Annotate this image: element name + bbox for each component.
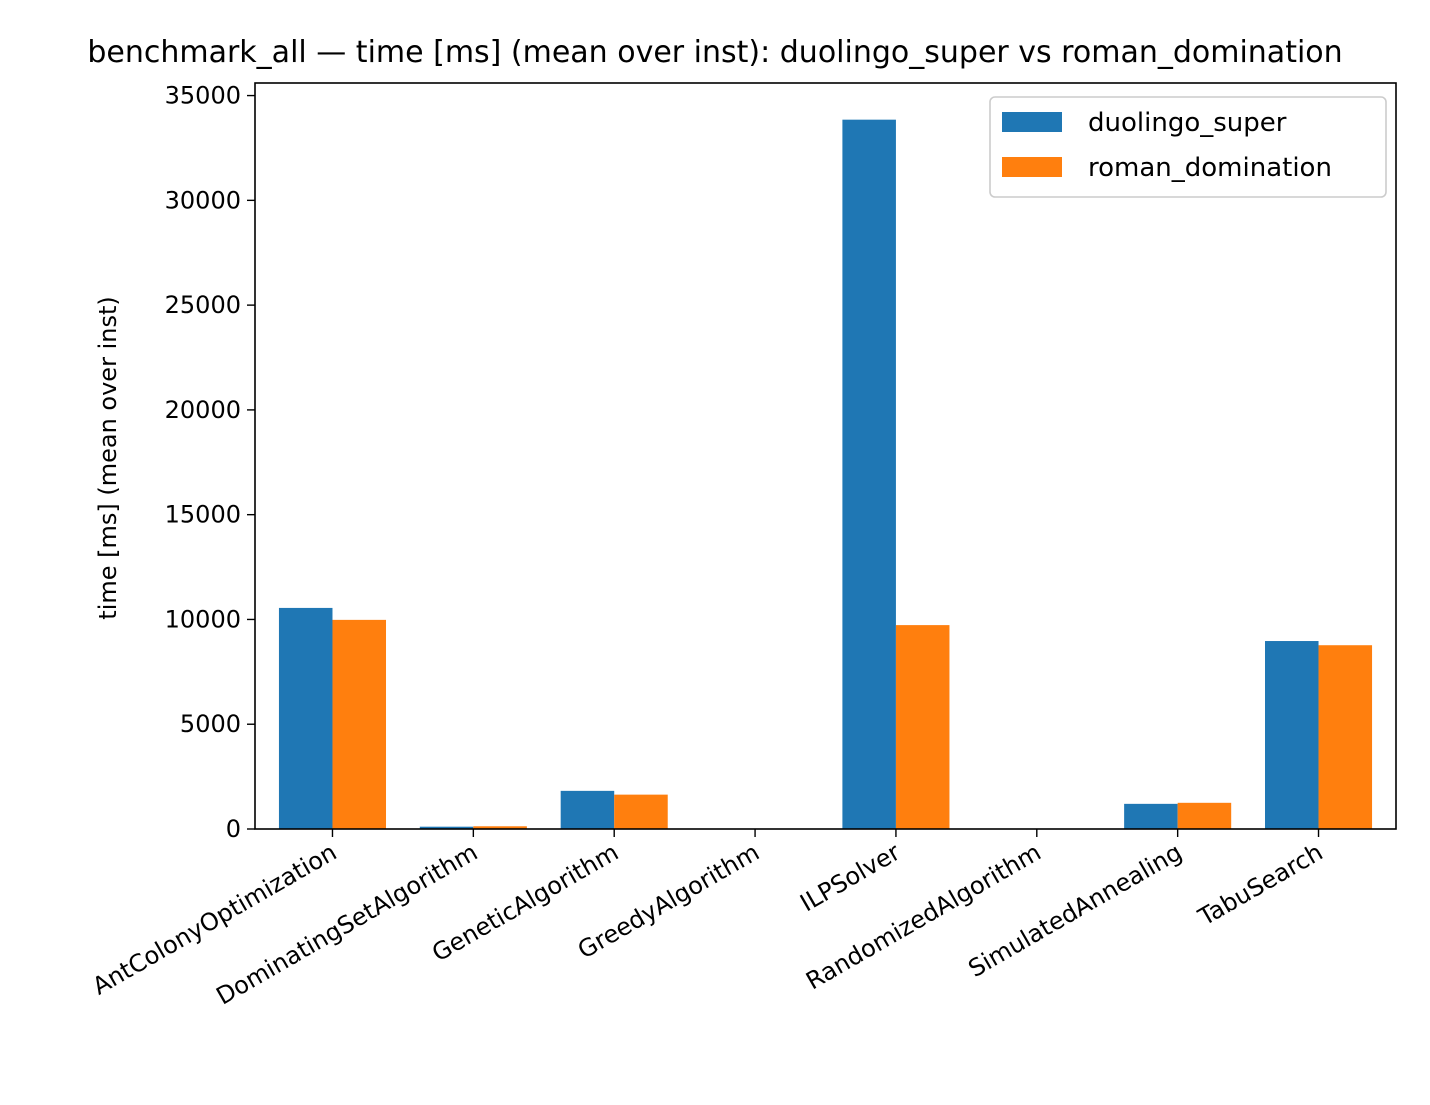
bar-roman_domination-ILPSolver [896,625,950,829]
bar-duolingo_super-GeneticAlgorithm [561,791,615,829]
legend-label-duolingo_super: duolingo_super [1088,108,1287,138]
y-axis-label: time [ms] (mean over inst) [94,296,122,619]
x-tick-label: ILPSolver [795,838,905,917]
bars-group [279,120,1372,829]
y-tick-label: 35000 [165,82,241,110]
axes-group: 0 5000 10000 15000 20000 25000 30000 35000 AntCo… [88,82,1396,1011]
bar-roman_domination-SimulatedAnnealing [1178,803,1232,829]
y-tick-label: 10000 [165,605,241,633]
bar-duolingo_super-ILPSolver [842,120,896,829]
y-tick-label: 30000 [165,186,241,214]
y-tick-label: 5000 [180,710,241,738]
y-tick-label: 15000 [165,501,241,529]
x-tick-label: AntColonyOptimization [88,838,342,1001]
bar-duolingo_super-AntColonyOptimization [279,608,333,829]
y-tick-label: 0 [226,815,241,843]
bar-roman_domination-AntColonyOptimization [332,620,386,829]
x-tick-label: TabuSearch [1193,838,1328,932]
x-tick-label: RandomizedAlgorithm [801,838,1046,995]
chart-title: benchmark_all — time [ms] (mean over ins… [87,35,1342,70]
bar-roman_domination-TabuSearch [1319,645,1373,829]
bar-roman_domination-GeneticAlgorithm [614,795,668,829]
x-tick-label: DominatingSetAlgorithm [211,838,482,1011]
bar-duolingo_super-SimulatedAnnealing [1124,804,1178,829]
bar-duolingo_super-TabuSearch [1265,641,1319,829]
legend: duolingo_super roman_domination [990,97,1386,197]
y-tick-label: 20000 [165,396,241,424]
legend-swatch-duolingo_super [1002,112,1062,132]
legend-swatch-roman_domination [1002,157,1062,177]
legend-label-roman_domination: roman_domination [1088,153,1332,183]
y-tick-label: 25000 [165,291,241,319]
